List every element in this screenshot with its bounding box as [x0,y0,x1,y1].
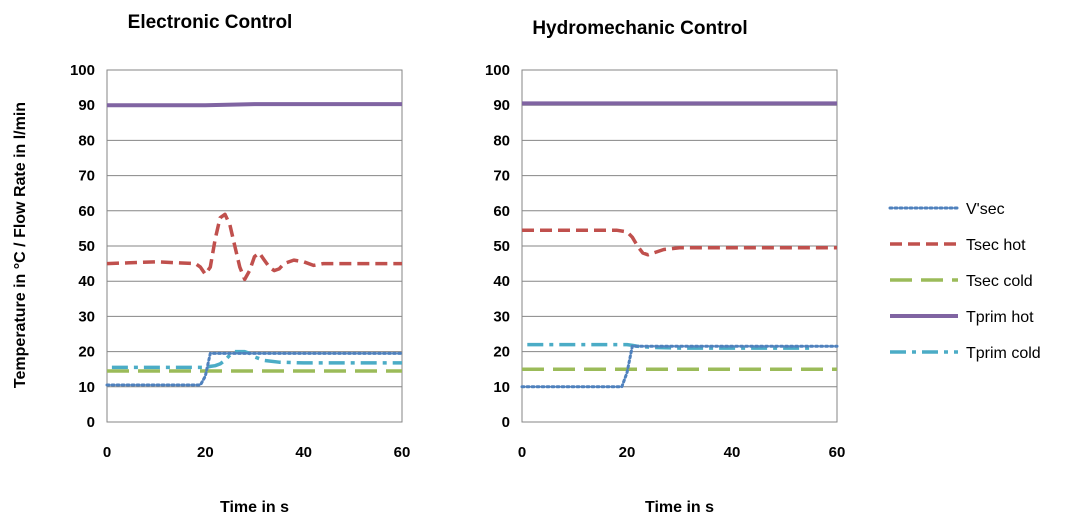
y-tick-label: 30 [78,308,95,325]
legend-label: Tprim cold [966,345,1041,362]
y-axis-label: Temperature in °C / Flow Rate in l/min [12,102,29,388]
y-tick-label: 20 [78,344,95,361]
chart-electronic-control: Electronic Control 0 10 20 30 40 50 60 70 80 90 100… [70,12,410,516]
y-tick-label: 60 [78,203,95,220]
legend: V'sec Tsec hot Tsec cold Tprim hot Tprim col… [888,201,1041,362]
chart-title: Electronic Control [128,12,293,33]
y-tick-label: 10 [493,379,510,396]
series-line-tprim-cold [111,349,402,370]
x-tick-label: 20 [619,444,636,461]
y-tick-label: 90 [493,97,510,114]
x-axis-label: Time in s [220,499,289,516]
y-tick-label: 70 [493,168,510,185]
y-tick-label: 30 [493,308,510,325]
series-line-tsec-hot [106,212,402,282]
x-tick-label: 0 [518,444,526,461]
legend-label: Tprim hot [966,309,1034,326]
y-tick-label: 40 [78,273,95,290]
chart-title: Hydromechanic Control [532,18,747,39]
y-tick-label: 100 [485,62,510,79]
series-line-tprim-hot [107,102,402,108]
y-tick-label: 80 [493,132,510,149]
series-line-v-sec [520,344,839,389]
y-tick-label: 50 [493,238,510,255]
legend-label: Tsec hot [966,237,1026,254]
y-tick-label: 0 [502,414,510,431]
x-tick-label: 60 [394,444,411,461]
y-tick-label: 100 [70,62,95,79]
y-tick-label: 10 [78,379,95,396]
x-tick-label: 40 [724,444,741,461]
x-tick-label: 40 [295,444,312,461]
x-tick-label: 60 [829,444,846,461]
y-tick-label: 20 [493,344,510,361]
x-axis-label: Time in s [645,499,714,516]
y-tick-label: 0 [87,414,95,431]
y-tick-label: 70 [78,168,95,185]
legend-label: V'sec [966,201,1005,218]
y-tick-label: 90 [78,97,95,114]
y-tick-label: 60 [493,203,510,220]
x-tick-label: 20 [197,444,214,461]
x-tick-label: 0 [103,444,111,461]
y-tick-label: 80 [78,132,95,149]
y-tick-label: 40 [493,273,510,290]
legend-label: Tsec cold [966,273,1033,290]
chart-hydromechanic-control: Hydromechanic Control 0 10 20 30 40 50 60 70 80 90… [485,18,845,516]
series-line-tsec-hot [522,228,837,257]
series-line-v-sec [105,351,404,387]
y-tick-label: 50 [78,238,95,255]
